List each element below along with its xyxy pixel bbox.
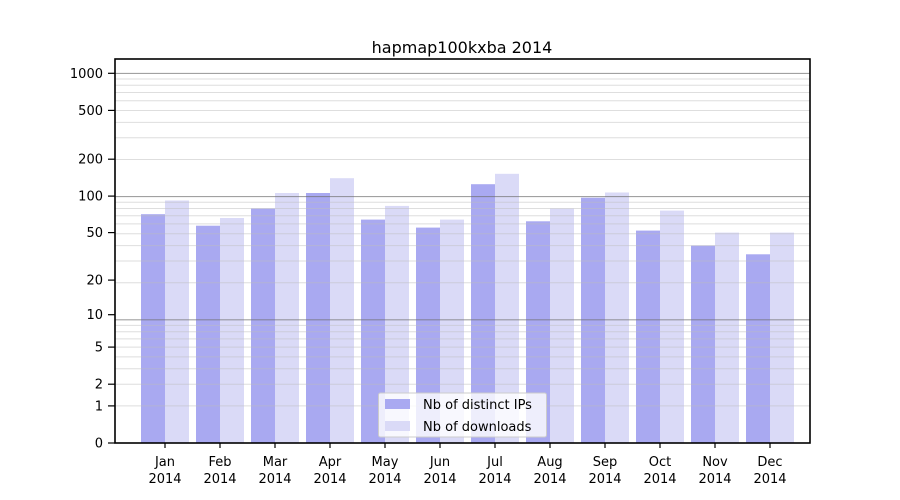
y-tick-label-20: 20 [86,274,103,289]
plot-frame [114,58,811,444]
legend-swatch-nb-of-downloads [385,421,410,431]
x-tick-label-year-dec: 2014 [753,472,786,487]
bar-nb-of-distinct-ips-oct [636,230,660,443]
bar-nb-of-downloads-feb [220,218,244,443]
bar-nb-of-downloads-nov [715,232,739,443]
legend-label-nb-of-distinct-ips: Nb of distinct IPs [423,398,532,413]
x-tick-label-year-jul: 2014 [478,472,511,487]
legend-box [378,392,547,438]
legend-label-nb-of-downloads: Nb of downloads [423,420,532,435]
y-tick-label-500: 500 [78,104,103,119]
x-tick-label-month-may: May [372,455,399,470]
bar-nb-of-downloads-jan [165,200,189,443]
x-tick-label-month-sep: Sep [593,455,618,470]
x-tick-label-month-apr: Apr [319,455,342,470]
bar-nb-of-distinct-ips-jan [141,214,165,443]
y-tick-label-100: 100 [78,190,103,205]
x-tick-label-year-aug: 2014 [533,472,566,487]
x-tick-label-year-jun: 2014 [423,472,456,487]
axes-layer: 0 1 2 5 10 20 50 100 200 500 1000 Jan 2014 Feb 2014 Mar… [70,67,787,487]
chart-title: hapmap100kxba 2014 [372,38,553,57]
plot-frame-layer [114,58,811,444]
x-tick-label-month-feb: Feb [208,455,231,470]
x-tick-label-year-apr: 2014 [313,472,346,487]
bar-nb-of-downloads-apr [330,178,354,443]
y-tick-label-5: 5 [95,341,103,356]
x-tick-label-year-may: 2014 [368,472,401,487]
legend-swatch-nb-of-distinct-ips [385,399,410,409]
bar-nb-of-distinct-ips-apr [306,193,330,443]
bar-nb-of-distinct-ips-feb [196,225,220,443]
x-tick-label-year-mar: 2014 [258,472,291,487]
x-tick-label-month-oct: Oct [649,455,671,470]
bar-nb-of-downloads-dec [770,232,794,443]
bar-nb-of-distinct-ips-nov [691,245,715,443]
x-tick-label-year-oct: 2014 [643,472,676,487]
bar-nb-of-distinct-ips-sep [581,197,605,443]
y-tick-label-200: 200 [78,153,103,168]
legend: Nb of distinct IPs Nb of downloads [378,392,547,438]
x-tick-label-month-dec: Dec [757,455,782,470]
x-tick-label-month-jun: Jun [429,455,450,470]
y-tick-label-2: 2 [95,378,103,393]
x-tick-label-year-nov: 2014 [698,472,731,487]
y-tick-label-1: 1 [95,399,103,414]
x-tick-label-year-jan: 2014 [148,472,181,487]
y-tick-label-1000: 1000 [70,67,103,82]
x-tick-label-month-jul: Jul [486,455,503,470]
x-tick-label-month-jan: Jan [154,455,175,470]
bar-nb-of-downloads-sep [605,192,629,443]
x-tick-label-month-aug: Aug [537,455,562,470]
bar-nb-of-downloads-oct [660,210,684,443]
y-tick-label-0: 0 [95,437,103,452]
x-tick-label-year-sep: 2014 [588,472,621,487]
x-tick-label-year-feb: 2014 [203,472,236,487]
x-tick-label-month-mar: Mar [263,455,288,470]
y-tick-label-10: 10 [86,308,103,323]
bar-nb-of-distinct-ips-dec [746,254,770,443]
y-tick-label-50: 50 [86,226,103,241]
bar-nb-of-downloads-mar [275,193,299,443]
x-tick-label-month-nov: Nov [702,455,728,470]
